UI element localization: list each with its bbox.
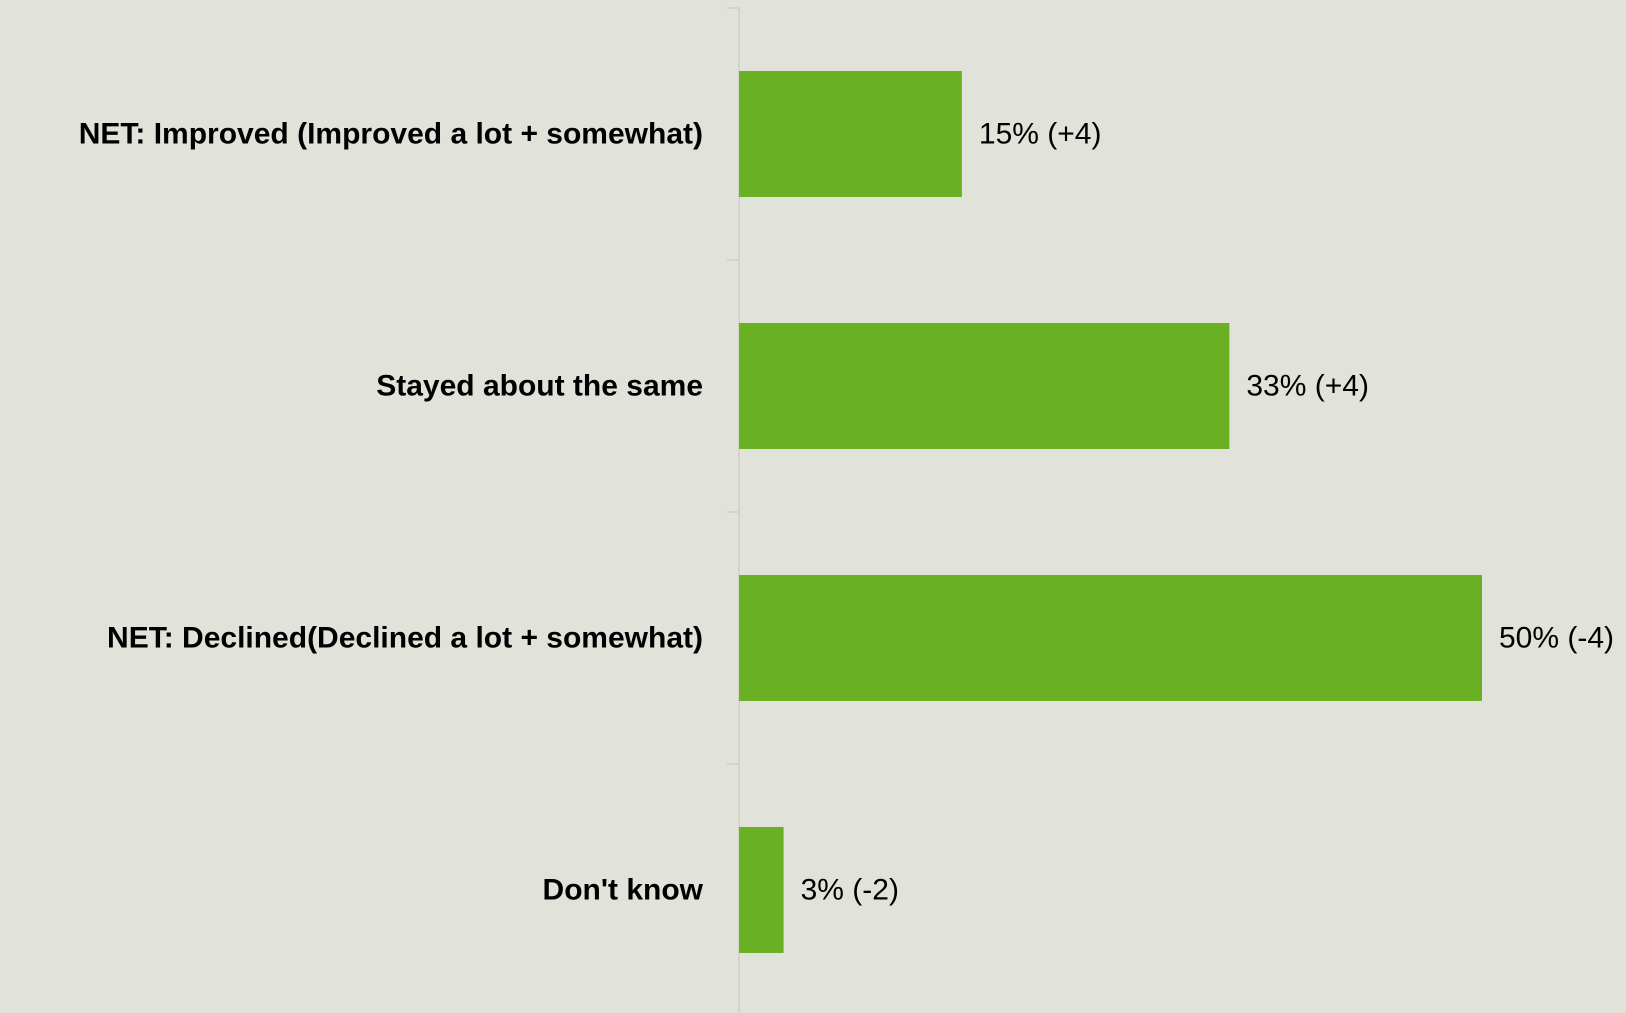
category-label: NET: Improved (Improved a lot + somewhat… <box>79 118 703 151</box>
bar <box>739 575 1482 701</box>
bar <box>739 827 784 953</box>
bars <box>739 71 1482 953</box>
data-label: 3% (-2) <box>801 874 899 907</box>
bar <box>739 323 1230 449</box>
bar <box>739 71 962 197</box>
data-label: 50% (-4) <box>1499 622 1614 655</box>
category-label: Don't know <box>543 874 704 907</box>
category-label: NET: Declined(Declined a lot + somewhat) <box>107 622 703 655</box>
data-label: 15% (+4) <box>979 118 1102 151</box>
labels: NET: Improved (Improved a lot + somewhat… <box>79 118 1614 907</box>
category-label: Stayed about the same <box>376 370 703 403</box>
data-label: 33% (+4) <box>1246 370 1369 403</box>
